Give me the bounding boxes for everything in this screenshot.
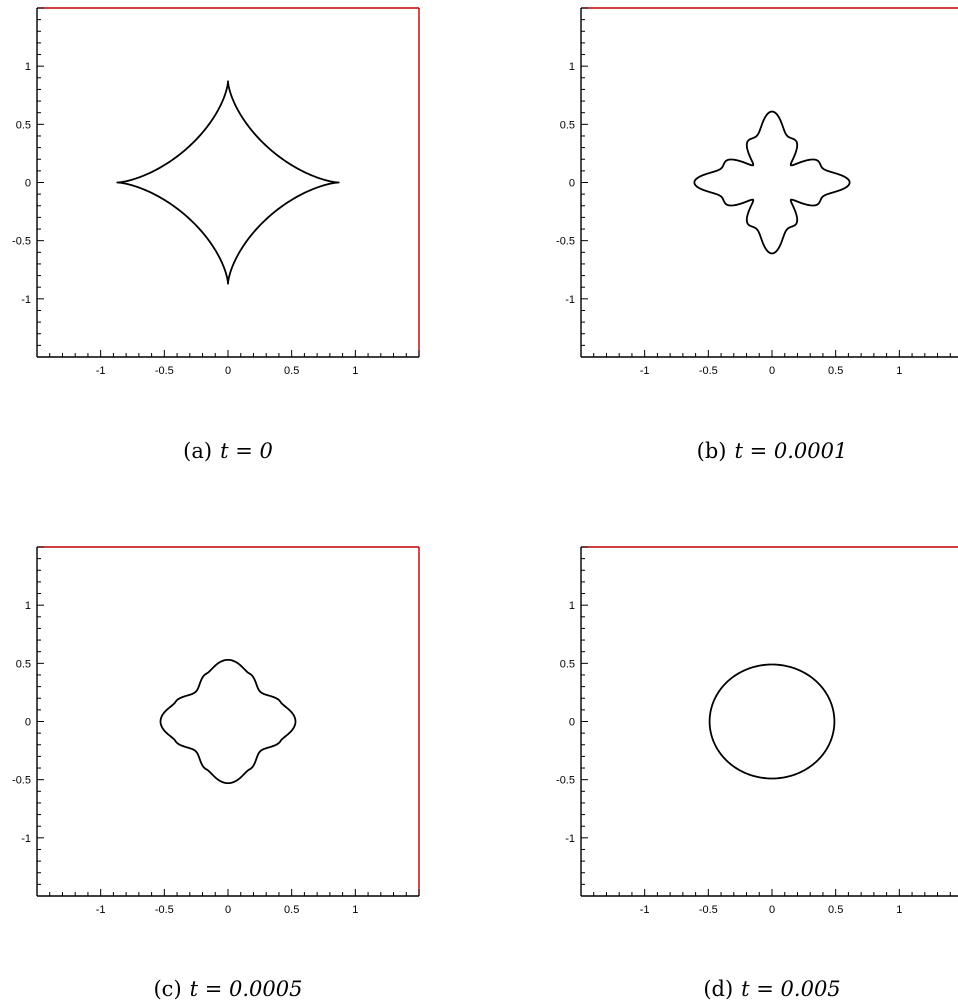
- y-tick-label: 0: [25, 717, 31, 729]
- y-tick-label: -1: [21, 833, 31, 845]
- x-tick-label: 0.5: [828, 365, 843, 377]
- y-tick-label: 0: [569, 178, 575, 190]
- x-tick-label: -1: [96, 365, 106, 377]
- caption-math: t = 0.0005: [190, 977, 303, 1001]
- x-tick-label: -1: [640, 365, 650, 377]
- interface-curve: [116, 80, 340, 285]
- panel-caption: (d) t = 0.005: [703, 977, 840, 1001]
- x-tick-label: -0.5: [699, 365, 718, 377]
- x-tick-label: 0: [225, 904, 231, 916]
- caption-math: t = 0.005: [741, 977, 841, 1001]
- y-tick-label: -1: [21, 294, 31, 306]
- panel-d: -1 -0.5 0 0.5 1 1 0.5 0 -0.5 -1 (d) t = 0.005: [556, 546, 958, 1001]
- y-tick-label: 1: [569, 600, 575, 612]
- y-tick-label: 1: [569, 61, 575, 73]
- panel-c: -1 -0.5 0 0.5 1 1 0.5 0 -0.5 -1 (c) t = 0.0005: [12, 546, 420, 1001]
- x-tick-label: 1: [352, 904, 358, 916]
- interface-curve: [159, 658, 297, 785]
- y-tick-label: -0.5: [556, 236, 575, 248]
- x-tick-label: 0: [225, 365, 231, 377]
- y-tick-label: 0.5: [560, 119, 575, 131]
- panel-b: -1 -0.5 0 0.5 1 1 0.5 0 -0.5 -1 (b) t = 0.0001: [556, 7, 958, 463]
- x-tick-label: 0.5: [828, 904, 843, 916]
- y-tick-label: 1: [25, 600, 31, 612]
- x-tick-label: -1: [96, 904, 106, 916]
- caption-math: t = 0: [220, 439, 273, 463]
- caption-label: (a): [183, 439, 212, 463]
- x-tick-label: -1: [640, 904, 650, 916]
- panel-caption: (b) t = 0.0001: [697, 439, 848, 463]
- panel-a: -1 -0.5 0 0.5 1 1 0.5 0 -0.5 -1 (a) t = 0: [12, 7, 420, 463]
- interface-curve: [693, 110, 851, 255]
- y-tick-label: -0.5: [556, 775, 575, 787]
- y-tick-label: -0.5: [12, 775, 31, 787]
- y-tick-label: -1: [565, 833, 575, 845]
- interface-curve: [708, 663, 836, 780]
- y-tick-label: 0: [569, 717, 575, 729]
- y-tick-label: -0.5: [12, 236, 31, 248]
- panel-caption: (c) t = 0.0005: [153, 977, 302, 1001]
- x-tick-label: 0: [769, 904, 775, 916]
- x-tick-label: 0.5: [284, 365, 299, 377]
- x-tick-label: -0.5: [699, 904, 718, 916]
- panel-caption: (a) t = 0: [183, 439, 273, 463]
- y-tick-label: 0: [25, 178, 31, 190]
- x-tick-label: -0.5: [155, 365, 174, 377]
- y-tick-label: 0.5: [560, 658, 575, 670]
- x-tick-label: -0.5: [155, 904, 174, 916]
- caption-label: (d): [703, 977, 733, 1001]
- caption-label: (c): [153, 977, 181, 1001]
- x-tick-label: 1: [352, 365, 358, 377]
- y-tick-label: -1: [565, 294, 575, 306]
- caption-math: t = 0.0001: [734, 439, 847, 463]
- x-tick-label: 1: [896, 365, 902, 377]
- y-tick-label: 0.5: [16, 658, 31, 670]
- caption-label: (b): [697, 439, 727, 463]
- y-tick-label: 0.5: [16, 119, 31, 131]
- x-tick-label: 0.5: [284, 904, 299, 916]
- x-tick-label: 1: [896, 904, 902, 916]
- y-tick-label: 1: [25, 61, 31, 73]
- x-tick-label: 0: [769, 365, 775, 377]
